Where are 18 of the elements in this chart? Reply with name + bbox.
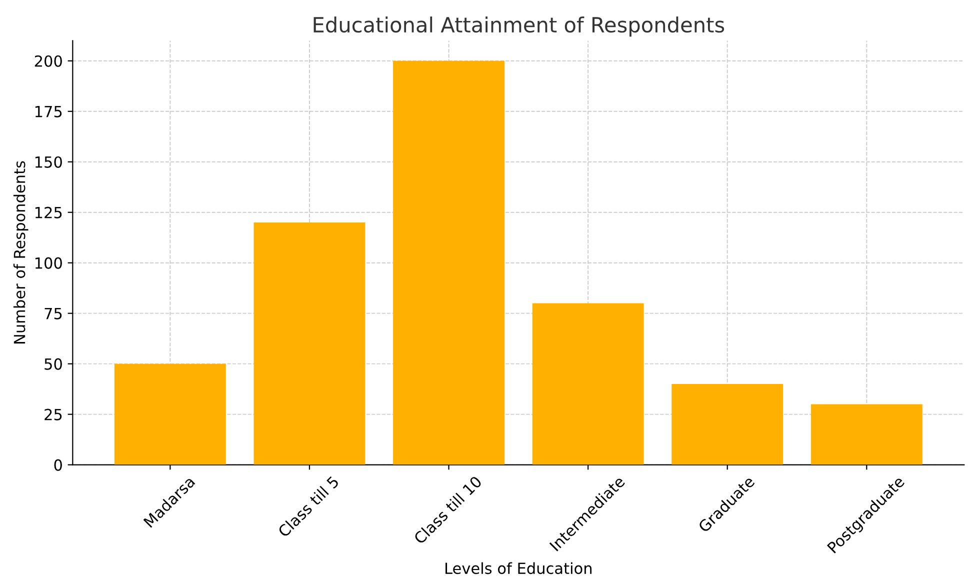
y-tick-label: 0 xyxy=(54,459,62,471)
bar xyxy=(672,384,784,465)
y-tick-label: 75 xyxy=(44,308,62,320)
y-tick-label: 50 xyxy=(44,358,62,370)
bar xyxy=(810,404,922,465)
y-tick-label: 125 xyxy=(35,206,62,218)
y-tick-label: 100 xyxy=(35,257,62,269)
y-tick-label: 175 xyxy=(35,106,62,118)
chart-title: Educational Attainment of Respondents xyxy=(314,16,724,37)
y-tick-label: 150 xyxy=(35,156,62,168)
bar xyxy=(532,303,644,465)
y-tick-label: 200 xyxy=(34,55,62,67)
x-axis-title: Levels of Education xyxy=(446,562,592,574)
bar xyxy=(114,364,226,465)
y-tick-label: 25 xyxy=(44,408,62,420)
bar xyxy=(393,60,504,465)
bar xyxy=(254,222,366,465)
y-axis-title: Number of Respondents xyxy=(13,161,28,344)
